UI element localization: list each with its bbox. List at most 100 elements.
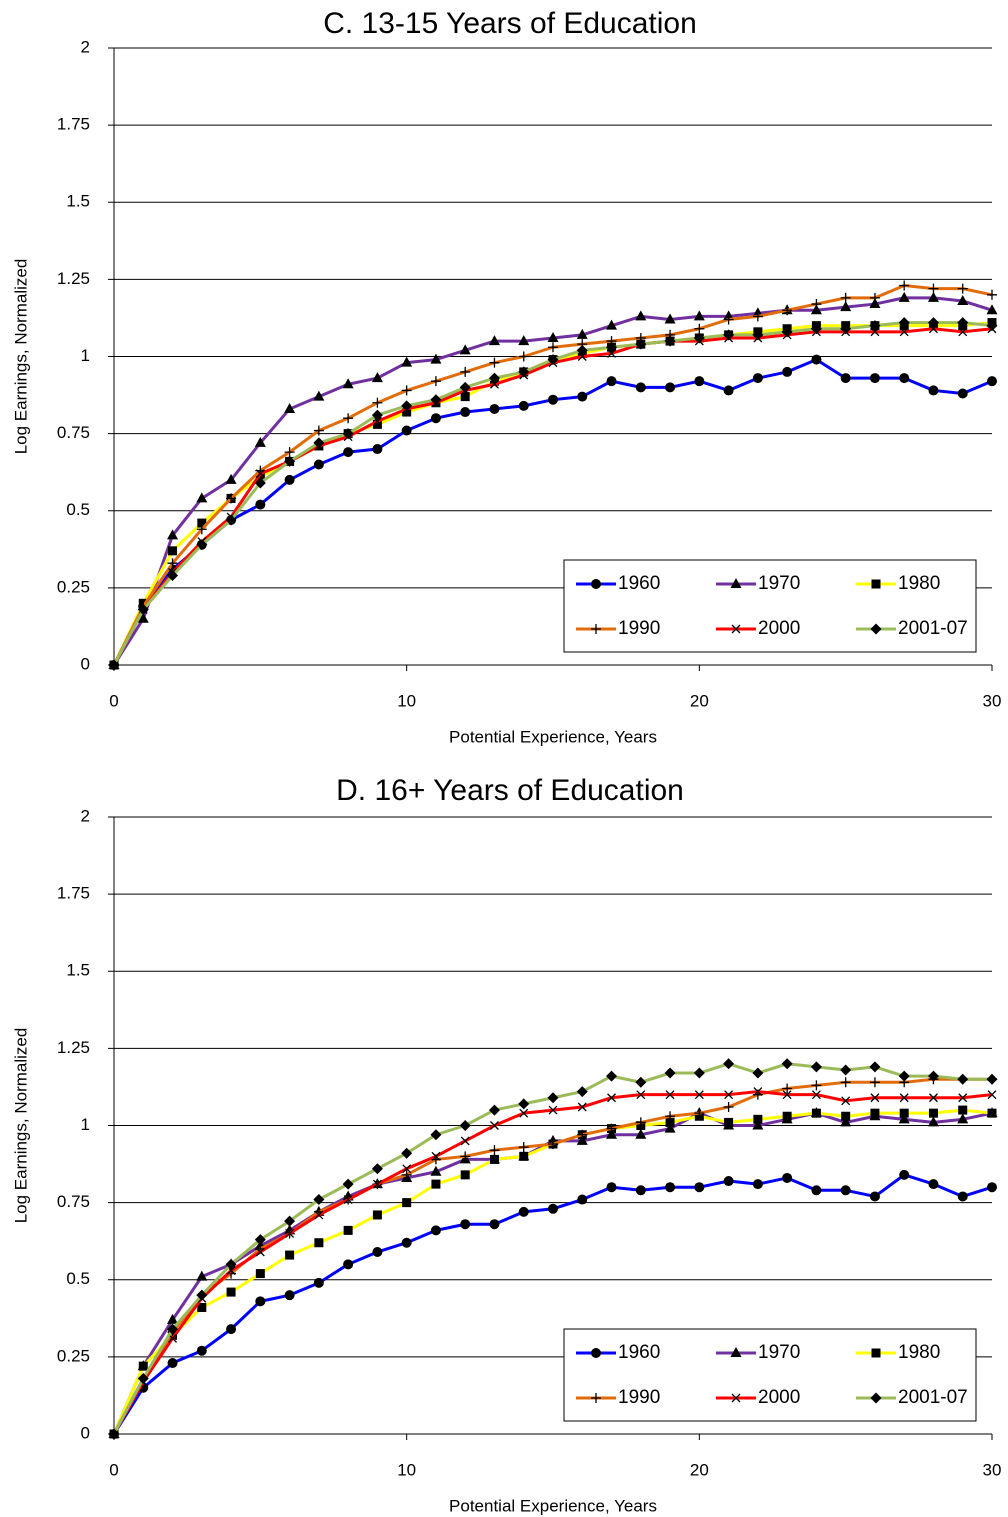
marker bbox=[927, 317, 939, 329]
marker bbox=[958, 1105, 968, 1115]
marker bbox=[752, 1179, 763, 1190]
marker bbox=[752, 311, 763, 322]
marker bbox=[957, 1113, 969, 1124]
marker bbox=[372, 419, 382, 429]
marker bbox=[957, 388, 968, 399]
marker bbox=[898, 291, 910, 302]
marker bbox=[606, 1123, 617, 1134]
marker bbox=[694, 323, 705, 334]
marker bbox=[723, 314, 734, 325]
marker bbox=[431, 1179, 441, 1189]
marker bbox=[196, 1345, 207, 1356]
y-tick-label: 0 bbox=[81, 654, 90, 673]
chart-title: D. 16+ Years of Education bbox=[336, 774, 684, 807]
marker bbox=[636, 1090, 646, 1100]
marker bbox=[371, 409, 383, 421]
marker bbox=[840, 301, 852, 312]
marker bbox=[730, 578, 742, 588]
y-tick-label: 1.75 bbox=[57, 115, 90, 134]
marker bbox=[591, 624, 601, 634]
marker bbox=[547, 331, 559, 342]
x-tick-label: 10 bbox=[397, 1460, 416, 1479]
marker bbox=[488, 372, 500, 384]
x-tick-label: 20 bbox=[690, 691, 709, 710]
y-tick-label: 1.75 bbox=[57, 884, 90, 903]
marker bbox=[606, 341, 618, 353]
marker bbox=[782, 305, 793, 316]
marker bbox=[401, 385, 412, 396]
marker bbox=[285, 1250, 295, 1260]
marker bbox=[958, 327, 968, 337]
legend-label: 1960 bbox=[618, 1342, 660, 1363]
chart-panel: D. 16+ Years of Education 0 0.25 0.5 0.75 1 1.… bbox=[11, 774, 1001, 1516]
marker bbox=[810, 323, 822, 335]
marker bbox=[753, 1114, 763, 1124]
marker bbox=[870, 1108, 880, 1118]
marker bbox=[255, 1269, 265, 1279]
marker bbox=[313, 459, 324, 470]
marker bbox=[723, 385, 734, 396]
marker bbox=[693, 1067, 705, 1079]
marker bbox=[577, 352, 587, 361]
marker bbox=[606, 319, 618, 330]
marker bbox=[928, 1108, 938, 1118]
marker bbox=[372, 1210, 382, 1220]
marker bbox=[255, 472, 265, 482]
marker bbox=[840, 292, 851, 303]
marker bbox=[869, 1077, 880, 1088]
marker bbox=[460, 366, 471, 377]
marker bbox=[753, 1087, 763, 1097]
marker bbox=[840, 1064, 852, 1076]
marker bbox=[489, 1145, 500, 1156]
marker bbox=[665, 1111, 676, 1122]
marker bbox=[899, 280, 910, 291]
marker bbox=[927, 1070, 939, 1082]
marker bbox=[460, 1151, 471, 1162]
marker bbox=[724, 1090, 734, 1100]
marker bbox=[313, 1194, 325, 1206]
marker bbox=[196, 1270, 208, 1281]
marker bbox=[869, 1191, 880, 1202]
marker bbox=[313, 437, 325, 449]
marker bbox=[430, 353, 442, 364]
marker bbox=[547, 1092, 559, 1104]
marker bbox=[929, 324, 938, 334]
marker bbox=[226, 493, 237, 504]
legend-label: 1960 bbox=[618, 573, 660, 594]
marker bbox=[811, 1185, 822, 1196]
marker bbox=[401, 356, 413, 367]
marker bbox=[254, 1234, 266, 1246]
marker bbox=[343, 1259, 354, 1270]
marker bbox=[606, 1182, 617, 1193]
marker bbox=[518, 351, 529, 362]
marker bbox=[518, 1098, 530, 1110]
marker bbox=[811, 299, 822, 310]
marker bbox=[488, 1104, 500, 1116]
marker bbox=[167, 529, 179, 540]
marker bbox=[167, 1313, 179, 1324]
marker bbox=[576, 344, 588, 356]
marker bbox=[899, 1108, 909, 1118]
marker bbox=[548, 342, 558, 353]
x-tick-label: 20 bbox=[690, 1460, 709, 1479]
y-tick-label: 2 bbox=[81, 806, 90, 825]
marker bbox=[314, 1238, 324, 1248]
y-tick-label: 1 bbox=[81, 346, 90, 365]
marker bbox=[730, 1347, 742, 1357]
marker bbox=[782, 1111, 792, 1121]
marker bbox=[225, 473, 237, 484]
marker bbox=[430, 376, 441, 387]
marker bbox=[591, 1348, 601, 1358]
marker bbox=[840, 373, 851, 384]
marker bbox=[840, 1077, 851, 1088]
marker bbox=[108, 1428, 120, 1440]
marker bbox=[576, 328, 588, 339]
marker bbox=[137, 1372, 149, 1384]
marker bbox=[313, 390, 325, 401]
marker bbox=[899, 1093, 909, 1103]
marker bbox=[635, 1128, 647, 1139]
marker bbox=[254, 436, 266, 447]
y-tick-label: 1 bbox=[81, 1115, 90, 1134]
marker bbox=[752, 373, 763, 384]
marker bbox=[871, 1348, 881, 1358]
